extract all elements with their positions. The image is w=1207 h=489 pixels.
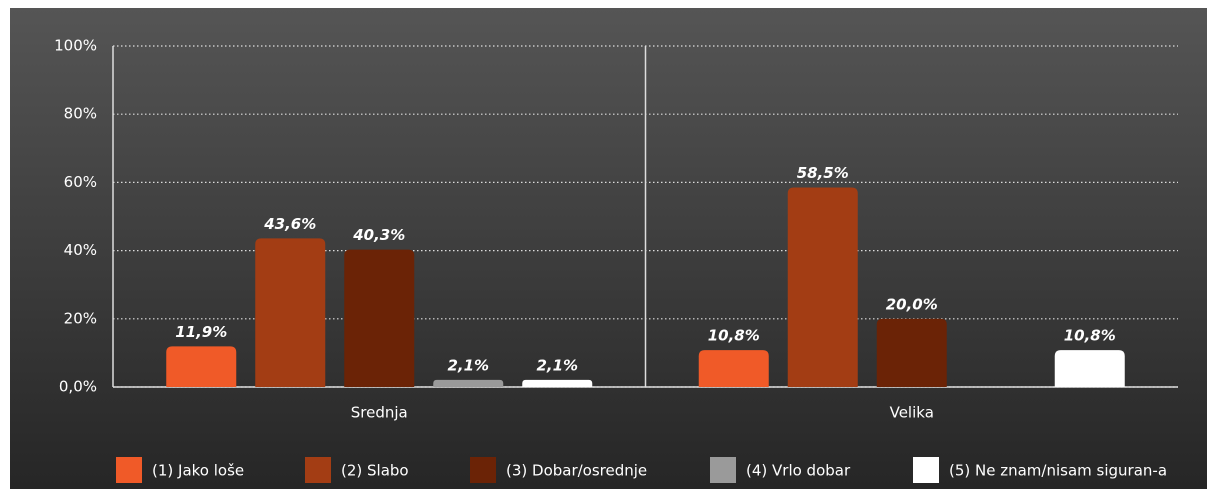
legend-label: (1) Jako loše xyxy=(152,462,244,480)
y-tick-label: 20% xyxy=(64,309,97,327)
legend-label: (5) Ne znam/nisam siguran-a xyxy=(949,462,1167,480)
x-tick-label: Velika xyxy=(890,404,934,422)
value-label: 10,8% xyxy=(1064,327,1116,345)
y-tick-label: 100% xyxy=(54,37,97,55)
x-tick-label: Srednja xyxy=(351,404,408,422)
bar xyxy=(522,379,593,387)
background xyxy=(10,8,1207,489)
value-label: 2,1% xyxy=(447,356,489,374)
bar xyxy=(166,346,237,387)
bar xyxy=(876,318,947,387)
y-tick-label: 0,0% xyxy=(59,378,97,396)
value-label: 20,0% xyxy=(886,295,938,313)
bar xyxy=(344,249,415,387)
y-tick-label: 60% xyxy=(64,173,97,191)
value-label: 40,3% xyxy=(352,226,405,244)
legend-swatch xyxy=(305,457,331,483)
bar xyxy=(433,379,504,387)
value-label: 58,5% xyxy=(797,164,849,182)
bar xyxy=(787,187,858,387)
legend-swatch xyxy=(470,457,496,483)
bar xyxy=(698,350,769,387)
bar xyxy=(255,238,326,387)
legend-label: (3) Dobar/osrednje xyxy=(506,462,647,480)
value-label: 43,6% xyxy=(263,215,316,233)
legend-label: (4) Vrlo dobar xyxy=(746,462,851,480)
legend-swatch xyxy=(710,457,736,483)
y-tick-label: 40% xyxy=(64,241,97,259)
legend-swatch xyxy=(913,457,939,483)
bar xyxy=(1054,350,1125,387)
value-label: 10,8% xyxy=(708,327,760,345)
y-tick-label: 80% xyxy=(64,105,97,123)
legend-swatch xyxy=(116,457,142,483)
legend-label: (2) Slabo xyxy=(341,462,409,480)
value-label: 11,9% xyxy=(175,323,227,341)
value-label: 2,1% xyxy=(536,356,578,374)
